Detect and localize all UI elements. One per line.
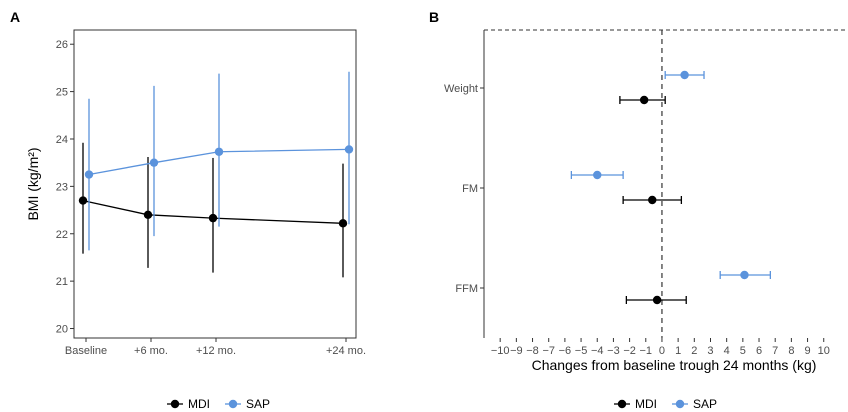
panel-b-x-tick-label: −6	[559, 345, 572, 357]
legend-label-mdi: MDI	[188, 397, 210, 411]
data-point-sap	[84, 170, 94, 179]
legend-key-point-mdi	[170, 399, 180, 409]
legend-key-point-mdi	[617, 399, 627, 409]
panel-b-x-tick-label: 10	[818, 345, 830, 357]
panel-a-tag: A	[10, 9, 20, 25]
panel-b-x-tick-label: 8	[788, 345, 794, 357]
legend-key-point-sap	[675, 399, 685, 409]
panel-a-x-tick-label: +6 mo.	[134, 345, 168, 357]
data-point-mdi	[78, 196, 88, 205]
panel-a-y-tick-label: 26	[56, 39, 68, 51]
panel-b-tag: B	[429, 9, 439, 25]
series-line-sap	[88, 148, 350, 176]
panel-a-y-tick-label: 25	[56, 87, 68, 99]
data-point-sap	[344, 145, 354, 154]
panel-a-legend: MDI SAP	[167, 397, 270, 411]
panel-b-y-tick-label: Weight	[444, 83, 478, 95]
legend-label-sap: SAP	[246, 397, 270, 411]
data-point-sap	[214, 147, 224, 156]
panel-a-plot-area	[73, 29, 357, 339]
panel-a-y-tick-label: 23	[56, 181, 68, 193]
legend-key-point-sap	[228, 399, 238, 409]
panel-b-x-tick-label: −2	[623, 345, 636, 357]
panel-b-x-tick-label: −4	[591, 345, 604, 357]
panel-b-y-tick-label: FM	[462, 183, 478, 195]
panel-b-x-tick-label: −5	[575, 345, 588, 357]
panel-a-y-tick-label: 21	[56, 276, 68, 288]
estimate-point-mdi	[648, 195, 657, 205]
panel-b-plot-area	[484, 30, 848, 338]
panel-b-x-tick-label: 6	[756, 345, 762, 357]
legend-label-mdi: MDI	[635, 397, 657, 411]
panel-b-x-tick-label: 4	[724, 345, 730, 357]
panel-a: A 20 21 22 23 24 25 26 Baseline +6 mo. +12 mo. +2…	[10, 9, 366, 357]
panel-b-y-tick-label: FFM	[455, 283, 478, 295]
panel-a-x-tick-label: Baseline	[65, 345, 107, 357]
panel-b-x-tick-label: −9	[510, 345, 523, 357]
panel-a-x-axis: Baseline +6 mo. +12 mo. +24 mo.	[65, 338, 366, 357]
panel-a-x-tick-label: +24 mo.	[326, 345, 366, 357]
panel-b-x-tick-label: 2	[691, 345, 697, 357]
panel-b-x-tick-label: −8	[526, 345, 539, 357]
data-point-sap	[149, 158, 159, 167]
estimate-point-mdi	[652, 295, 662, 305]
estimate-point-mdi	[639, 95, 649, 105]
data-point-mdi	[208, 213, 218, 223]
panel-b-x-axis: −10 −9 −8 −7 −6 −5 −4 −3 −2 −1 0 1 2 3 4 5 6 7 8 9 10	[491, 338, 830, 357]
panel-b-x-tick-label: 7	[772, 345, 778, 357]
estimate-point-sap	[680, 70, 689, 80]
data-point-mdi	[338, 219, 348, 228]
panel-b-x-tick-label: 0	[659, 345, 665, 357]
panel-b-marks	[570, 70, 771, 305]
panel-b-x-tick-label: −7	[542, 345, 555, 357]
panel-a-y-tick-label: 22	[56, 229, 68, 241]
panel-b-y-axis: Weight FM FFM	[444, 83, 484, 295]
panel-b-x-tick-label: 3	[707, 345, 713, 357]
panel-a-marks	[78, 71, 354, 278]
panel-b-x-tick-label: 5	[740, 345, 746, 357]
panel-a-x-tick-label: +12 mo.	[196, 345, 236, 357]
panel-b-x-tick-label: −10	[491, 345, 510, 357]
panel-b-legend: MDI SAP	[614, 397, 717, 411]
panel-b-x-tick-label: 1	[675, 345, 681, 357]
panel-a-y-axis: 20 21 22 23 24 25 26	[56, 39, 74, 336]
series-line-mdi	[82, 199, 344, 224]
panel-b-x-axis-title: Changes from baseline trough 24 months (…	[532, 357, 817, 373]
estimate-point-sap	[740, 270, 749, 280]
panel-a-y-tick-label: 20	[56, 324, 68, 336]
panel-a-y-tick-label: 24	[56, 134, 68, 146]
panel-a-y-axis-title: BMI (kg/m²)	[25, 147, 41, 220]
legend-label-sap: SAP	[693, 397, 717, 411]
estimate-point-sap	[593, 170, 602, 180]
panel-b-x-tick-label: 9	[804, 345, 810, 357]
panel-b-x-tick-label: −1	[640, 345, 653, 357]
data-point-mdi	[143, 210, 153, 219]
panel-b-x-tick-label: −3	[607, 345, 620, 357]
